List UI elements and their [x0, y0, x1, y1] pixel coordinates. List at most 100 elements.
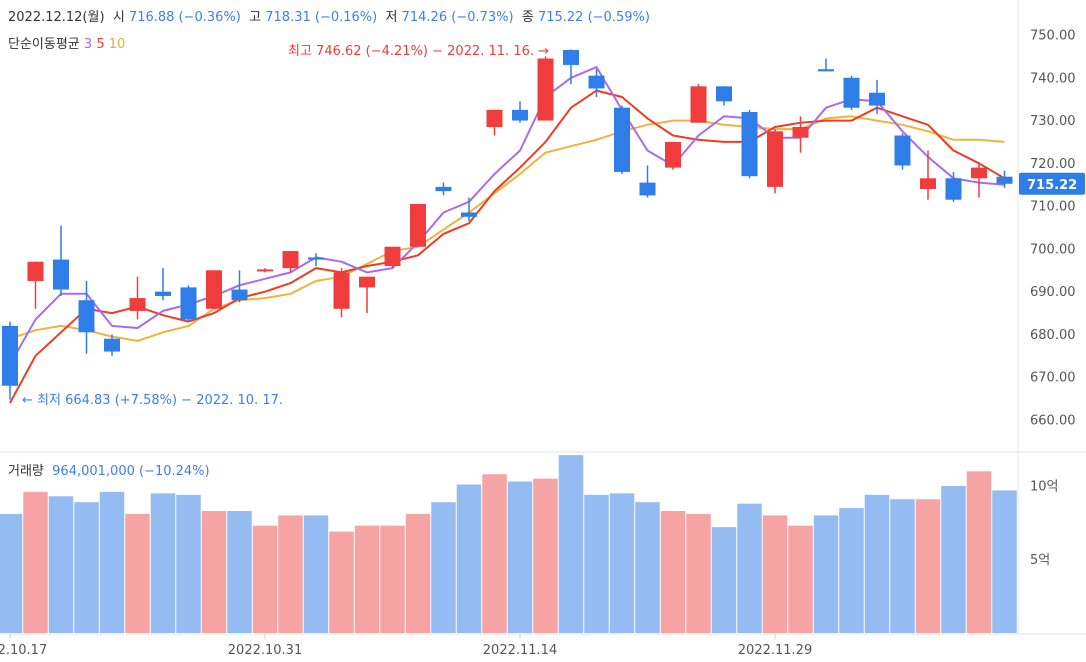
volume-bar — [74, 502, 99, 633]
ma-legend-10: 10 — [108, 37, 126, 52]
price-tick-label: 700.00 — [1030, 242, 1076, 257]
volume-header: 거래량 964,001,000 (−10.24%) — [8, 460, 210, 479]
price-tick-label: 750.00 — [1030, 29, 1076, 44]
volume-bar — [176, 494, 201, 633]
close-label: 종 — [521, 10, 534, 25]
candle-body — [410, 203, 426, 247]
candle-body — [767, 131, 783, 187]
axis-lines — [0, 0, 1086, 635]
candle-body — [792, 126, 809, 138]
high-annotation: 최고 746.62 (−4.21%) − 2022. 11. 16. → — [288, 44, 550, 59]
volume-bar — [660, 510, 686, 633]
date-tick-label: 2022.10.31 — [228, 643, 302, 658]
volume-bar — [482, 474, 507, 633]
low-value: 714.26 (−0.73%) — [401, 10, 514, 25]
volume-bar — [584, 494, 609, 633]
volume-bar — [864, 494, 890, 633]
price-tick-label: 720.00 — [1030, 157, 1076, 172]
volume-bar — [686, 513, 711, 633]
ma10-line — [9, 115, 1005, 342]
candle-body — [257, 269, 273, 272]
volume-bar — [99, 491, 125, 633]
moving-average-lines — [9, 66, 1006, 404]
price-tick-label: 730.00 — [1030, 114, 1076, 129]
candle-body — [2, 325, 18, 386]
candle-body — [843, 77, 860, 108]
date-tick-label: 2022.11.29 — [738, 643, 812, 658]
candle-body — [996, 176, 1013, 184]
candle-body — [384, 246, 401, 266]
price-tick-label: 740.00 — [1030, 71, 1076, 86]
price-tick-label: 690.00 — [1030, 285, 1076, 300]
open-value: 716.88 (−0.36%) — [128, 10, 241, 25]
volume-bar — [788, 525, 813, 633]
ma-legend-5: 5 — [96, 37, 105, 52]
candle-body — [512, 109, 528, 121]
volume-bar — [966, 471, 992, 633]
candle-body — [333, 272, 350, 309]
volume-value: 964,001,000 (−10.24%) — [52, 464, 210, 479]
volume-bar — [915, 499, 941, 633]
candle-body — [461, 212, 477, 217]
volume-bar — [941, 486, 966, 633]
volume-bar — [0, 513, 23, 633]
volume-bar — [125, 513, 150, 633]
candle-body — [78, 300, 95, 333]
volume-bar — [839, 508, 864, 633]
open-label: 시 — [112, 10, 125, 25]
price-tick-label: 670.00 — [1030, 371, 1076, 386]
current-price-tag-bg — [1019, 172, 1085, 195]
high-value: 718.31 (−0.16%) — [265, 10, 378, 25]
volume-tick-label: 10억 — [1030, 480, 1059, 495]
volume-bar — [635, 502, 660, 633]
candles — [2, 49, 1013, 400]
ma3-line — [9, 66, 1005, 365]
candle-body — [180, 287, 197, 320]
volume-bar — [405, 513, 431, 633]
date-axis-ticks: 2022.10.17 2022.10.31 2022.11.14 2022.11.29 — [0, 634, 812, 658]
volume-bar — [558, 455, 584, 633]
volume-bar — [813, 515, 839, 633]
volume-bar — [354, 525, 380, 633]
candle-body — [690, 86, 707, 123]
volume-bar — [762, 515, 788, 633]
volume-label: 거래량 — [8, 464, 44, 479]
candle-body — [971, 167, 987, 179]
candle-body — [639, 182, 656, 196]
volume-axis-ticks: 10억 5억 — [1030, 480, 1059, 569]
candle-body — [282, 251, 299, 269]
candle-body — [614, 107, 630, 172]
candle-body — [665, 141, 681, 168]
ma5-line — [9, 89, 1006, 404]
price-tick-label: 680.00 — [1030, 328, 1076, 343]
candle-body — [359, 276, 375, 288]
candle-body — [869, 92, 885, 106]
volume-bar — [23, 491, 48, 633]
volume-bar — [609, 493, 635, 633]
candle-body — [741, 112, 758, 177]
date-tick-label: 2022.11.14 — [483, 643, 557, 658]
candle-body — [945, 178, 962, 200]
volume-bar — [431, 502, 456, 633]
low-label: 저 — [385, 10, 398, 25]
candle-body — [920, 178, 936, 189]
ma-legend: 단순이동평균 3 5 10 — [8, 33, 125, 52]
candle-body — [486, 109, 503, 127]
low-annotation: ← 최저 664.83 (+7.58%) − 2022. 10. 17. — [22, 393, 284, 408]
candle-body — [231, 289, 248, 301]
volume-bar — [456, 484, 482, 633]
volume-tick-label: 5억 — [1030, 553, 1050, 568]
current-price-tag-text: 715.22 — [1027, 178, 1077, 193]
candle-body — [206, 270, 222, 309]
ohlc-header: 2022.12.12(월) 시 716.88 (−0.36%) 고 718.31… — [8, 6, 650, 25]
price-axis-ticks: 750.00 740.00 730.00 720.00 710.00 700.00 690.… — [1030, 29, 1076, 429]
ma-legend-3: 3 — [83, 37, 93, 52]
close-value: 715.22 (−0.59%) — [537, 10, 650, 25]
volume-bar — [533, 478, 558, 633]
candle-body — [155, 291, 171, 296]
candle-body — [588, 75, 605, 89]
candle-body — [537, 58, 554, 121]
volume-bars — [0, 455, 1017, 633]
volume-bar — [48, 496, 74, 633]
